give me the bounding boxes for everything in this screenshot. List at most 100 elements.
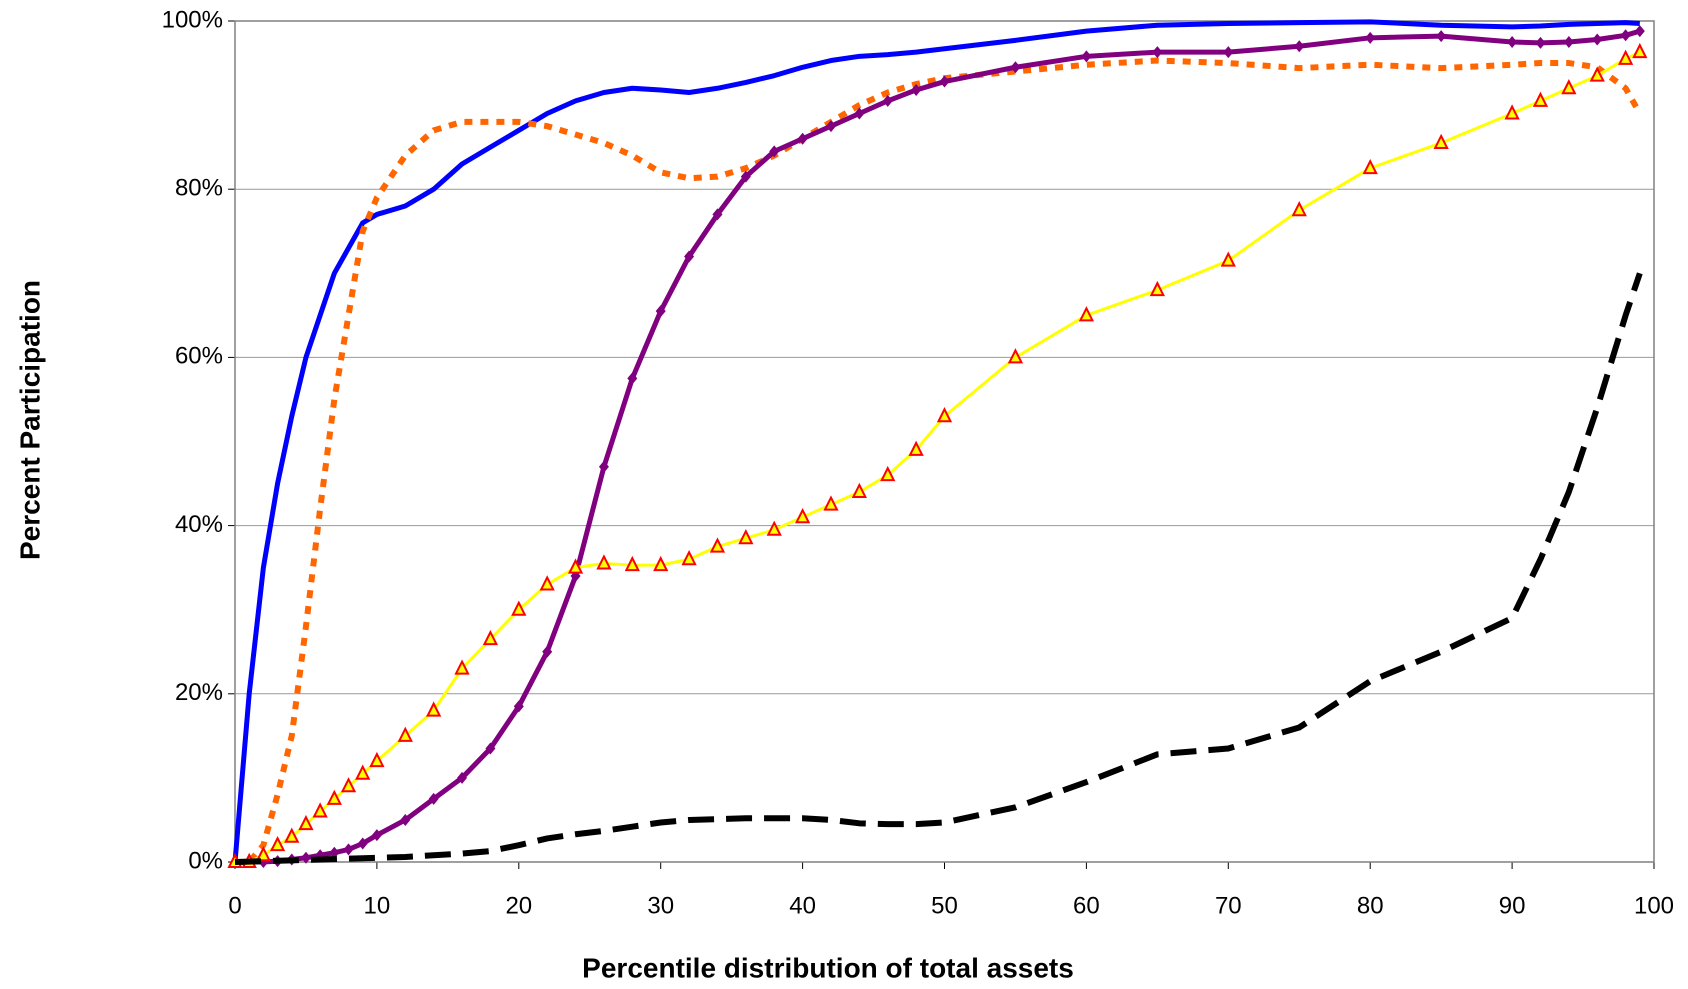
series-line [235,50,1641,864]
triangle-marker [511,600,527,616]
diamond-marker [797,132,808,145]
x-tick-label: 30 [647,892,674,919]
diamond-marker [1535,36,1546,49]
triangle-marker [794,507,811,524]
diamond-marker [457,771,468,784]
diamond-marker [882,94,893,107]
triangle-marker [454,659,470,675]
triangle-marker [255,846,271,862]
x-tick-label: 20 [505,892,532,919]
x-tick-label: 90 [1499,892,1526,919]
triangle-marker [269,835,286,852]
triangle-marker [936,407,953,423]
y-tick-label: 60% [175,343,223,370]
diamond-marker [357,837,368,850]
diamond-marker [428,792,439,805]
triangle-marker [1589,66,1605,82]
x-axis-title: Percentile distribution of total assets [582,952,1074,983]
diamond-marker [371,829,382,842]
triangle-marker [1433,133,1449,149]
y-tick-label: 80% [175,175,223,202]
x-tick-label: 0 [228,892,241,919]
plot-frame [234,20,1655,863]
x-tick-label: 50 [931,892,958,919]
triangle-marker [312,802,328,818]
series-line [232,19,1640,863]
triangle-marker [1504,104,1520,120]
triangle-marker [624,555,640,572]
diamond-marker [329,846,340,859]
triangle-marker [908,440,924,456]
diamond-marker [1436,30,1447,43]
diamond-marker [1620,29,1631,42]
y-tick-label: 0% [188,847,223,874]
y-tick-label: 40% [175,511,223,538]
triangle-marker [1220,251,1236,267]
diamond-marker [598,460,609,473]
triangle-marker [1149,280,1165,297]
diamond-marker [1223,46,1234,59]
series-line [234,272,1643,865]
diamond-marker [655,305,666,318]
x-tick-label: 100 [1634,892,1674,919]
diamond-marker [485,742,496,755]
diamond-marker [1592,33,1603,46]
diamond-marker [1365,31,1376,44]
triangle-marker [397,726,413,742]
x-tick-label: 80 [1357,892,1384,919]
triangle-marker [355,764,371,780]
triangle-marker [880,465,896,482]
diamond-marker [1294,40,1305,53]
triangle-marker [340,777,357,793]
triangle-marker [1007,348,1024,364]
diamond-marker [769,145,780,158]
diamond-marker [1563,36,1574,49]
diamond-marker [513,700,524,713]
triangle-marker [738,528,754,545]
triangle-marker [653,555,669,572]
diamond-marker [542,645,553,658]
triangle-marker [1618,49,1634,65]
diamond-marker [684,250,695,263]
series-line [235,28,1641,865]
triangle-marker [326,789,342,805]
triangle-marker [1291,200,1307,217]
x-tick-label: 10 [364,892,391,919]
triangle-marker [482,629,499,646]
triangle-marker [1078,306,1095,322]
diamond-marker [911,83,922,96]
triangle-marker [1532,91,1549,107]
x-tick-label: 40 [789,892,816,919]
y-tick-label: 100% [162,6,223,33]
triangle-marker [298,814,314,831]
triangle-marker [1362,158,1378,175]
diamond-marker [1152,46,1163,59]
y-axis-title: Percent Participation [14,280,45,560]
diamond-marker [300,851,311,864]
diamond-marker [627,372,638,385]
triangle-marker [709,537,726,553]
triangle-marker [284,827,300,843]
series-line [235,57,1643,865]
triangle-marker [596,554,612,570]
triangle-marker [1561,79,1577,95]
diamond-marker [343,843,354,856]
diamond-marker [1010,61,1021,74]
triangle-marker [426,701,442,717]
diamond-marker [854,107,865,120]
diamond-marker [1507,36,1518,49]
x-tick-label: 60 [1073,892,1100,919]
triangle-marker [1632,42,1648,59]
diamond-marker [939,75,950,88]
triangle-marker [567,558,584,574]
triangle-marker [851,482,867,498]
triangle-marker [369,751,385,768]
triangle-marker [681,550,697,566]
diamond-marker [400,813,411,826]
y-tick-label: 20% [175,679,223,706]
diamond-marker [825,120,836,133]
diamond-marker [740,170,751,183]
triangle-marker [766,520,782,536]
triangle-marker [823,495,839,511]
